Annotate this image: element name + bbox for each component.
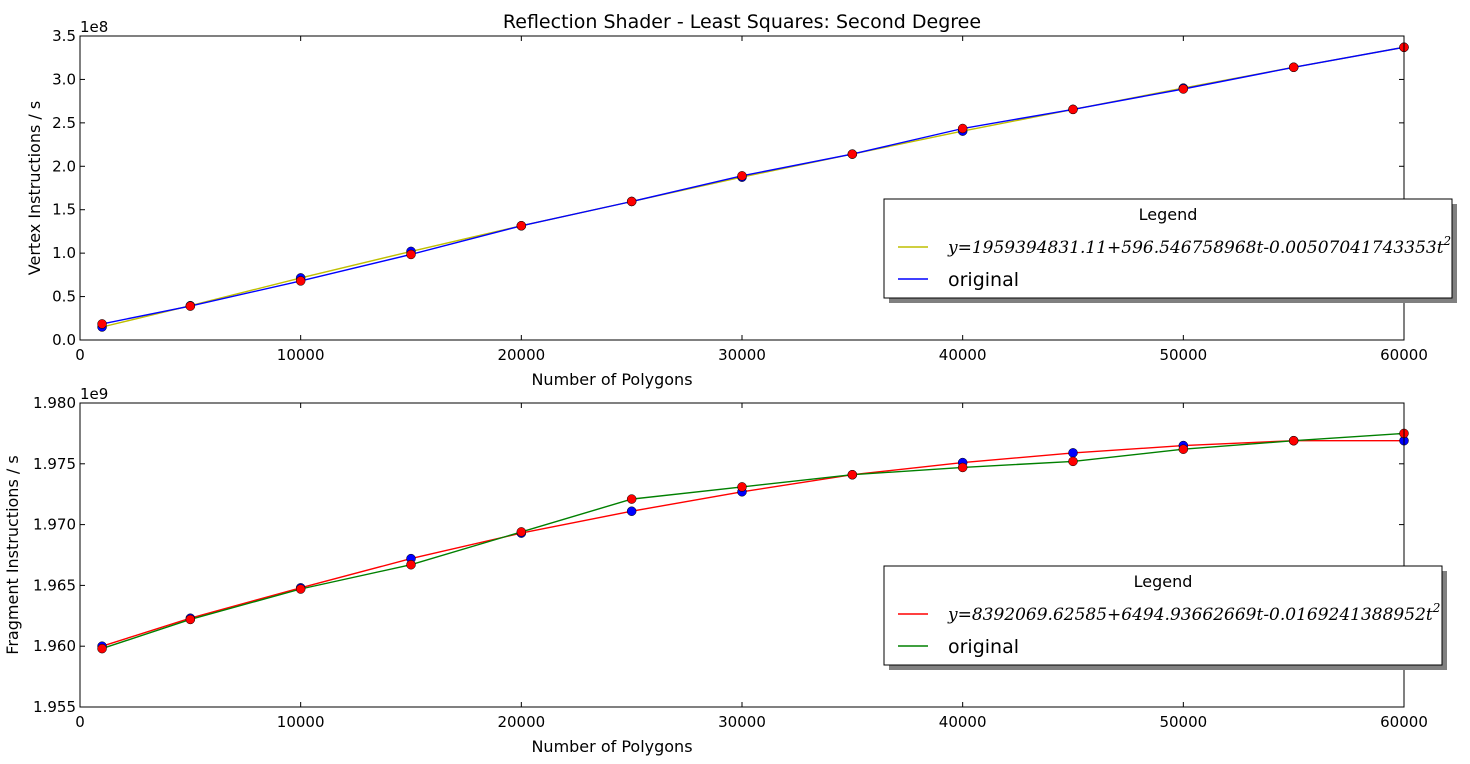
legend-label-1: y=8392069.62585+6494.93662669t-0.0169241… bbox=[947, 601, 1440, 625]
x-tick-label: 50000 bbox=[1159, 713, 1207, 731]
y-tick-label: 1.980 bbox=[33, 394, 76, 412]
y-tick-label: 0.0 bbox=[52, 331, 76, 349]
series-2-point bbox=[516, 221, 527, 231]
x-tick-label: 0 bbox=[75, 346, 85, 364]
x-tick-label: 20000 bbox=[497, 713, 545, 731]
y-offset-text: 1e9 bbox=[80, 385, 108, 403]
x-tick-label: 30000 bbox=[718, 346, 766, 364]
x-tick-label: 40000 bbox=[939, 713, 987, 731]
y-tick-label: 1.0 bbox=[52, 244, 76, 262]
subplot-2: 0 10000 20000 30000 40000 50000 60000 1.955 1.96… bbox=[3, 385, 1447, 756]
legend-label-2: original bbox=[948, 636, 1019, 658]
legend-box bbox=[883, 565, 1443, 666]
series-1-point bbox=[1068, 448, 1078, 458]
y-tick-label: 1.960 bbox=[33, 637, 76, 655]
series-2-point bbox=[406, 249, 416, 260]
series-1-point bbox=[626, 506, 637, 516]
x-tick-label: 20000 bbox=[497, 346, 545, 364]
series-2-point bbox=[1068, 104, 1078, 115]
legend-label-1: y=1959394831.11+596.546758968t-0.0050704… bbox=[947, 234, 1451, 258]
series-2-point bbox=[97, 319, 107, 329]
series-2-point bbox=[957, 462, 968, 473]
legend: Legend y=8392069.62585+6494.93662669t-0.0… bbox=[883, 565, 1447, 670]
y-offset-text: 1e8 bbox=[80, 18, 108, 36]
series-2-point bbox=[97, 643, 107, 654]
x-axis-label: Number of Polygons bbox=[531, 370, 692, 389]
chart-title: Reflection Shader - Least Squares: Secon… bbox=[503, 11, 981, 33]
series-2-point bbox=[406, 559, 416, 570]
series-2-point bbox=[295, 276, 306, 286]
x-tick-label: 10000 bbox=[277, 346, 325, 364]
series-2-point bbox=[957, 123, 968, 134]
series-2-point bbox=[1288, 435, 1299, 446]
series-2-point bbox=[626, 196, 637, 207]
legend-math-text: y=1959394831.11+596.546758968t-0.0050704… bbox=[947, 238, 1444, 258]
series-2-point bbox=[737, 171, 747, 181]
x-tick-label: 40000 bbox=[939, 346, 987, 364]
x-tick-label: 50000 bbox=[1159, 346, 1207, 364]
x-tick-label: 0 bbox=[75, 713, 85, 731]
y-tick-label: 2.0 bbox=[52, 157, 76, 175]
y-tick-label: 1.965 bbox=[33, 576, 76, 594]
y-tick-label: 3.5 bbox=[52, 27, 76, 45]
x-tick-label: 60000 bbox=[1380, 346, 1428, 364]
y-tick-label: 1.970 bbox=[33, 516, 76, 534]
y-tick-label: 1.975 bbox=[33, 455, 76, 473]
series-2-point bbox=[737, 482, 747, 492]
legend-math-text: y=8392069.62585+6494.93662669t-0.0169241… bbox=[947, 605, 1433, 625]
y-tick-label: 1.5 bbox=[52, 201, 76, 219]
x-tick-label: 30000 bbox=[718, 713, 766, 731]
subplot-1: Reflection Shader - Least Squares: Secon… bbox=[25, 11, 1457, 389]
series-2-point bbox=[185, 301, 196, 311]
legend-box bbox=[883, 198, 1453, 299]
y-tick-label: 2.5 bbox=[52, 114, 76, 132]
y-tick-label: 1.955 bbox=[33, 698, 76, 716]
y-axis-label: Fragment Instructions / s bbox=[3, 455, 22, 654]
series-2-point bbox=[847, 149, 858, 159]
series-2-point bbox=[1178, 84, 1189, 94]
legend-label-2: original bbox=[948, 269, 1019, 291]
y-tick-label: 0.5 bbox=[52, 288, 76, 306]
series-2-point bbox=[185, 614, 196, 625]
series-2-point bbox=[1178, 444, 1189, 454]
series-2-point bbox=[1068, 456, 1078, 467]
legend-title: Legend bbox=[1134, 572, 1193, 591]
legend: Legend y=1959394831.11+596.546758968t-0.0… bbox=[883, 198, 1457, 303]
x-tick-label: 10000 bbox=[277, 713, 325, 731]
legend-title: Legend bbox=[1139, 205, 1198, 224]
x-axis-label: Number of Polygons bbox=[531, 737, 692, 756]
series-2-point bbox=[626, 494, 637, 504]
y-axis-label: Vertex Instructions / s bbox=[25, 101, 44, 275]
series-2-point bbox=[516, 527, 527, 537]
y-tick-label: 3.0 bbox=[52, 70, 76, 88]
legend-math-superscript: 2 bbox=[1432, 601, 1441, 615]
legend-math-superscript: 2 bbox=[1443, 234, 1452, 248]
x-tick-label: 60000 bbox=[1380, 713, 1428, 731]
series-2-point bbox=[847, 469, 858, 480]
series-2-point bbox=[1288, 62, 1299, 73]
series-2-point bbox=[295, 584, 306, 594]
